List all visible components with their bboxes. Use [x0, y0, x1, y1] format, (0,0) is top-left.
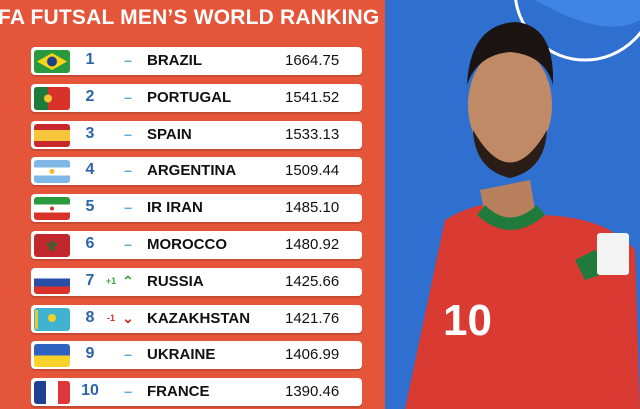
rank-number: 4	[85, 161, 95, 179]
country-name: RUSSIA	[147, 272, 204, 290]
rank-number: 3	[85, 124, 95, 142]
country-name: MOROCCO	[147, 236, 227, 253]
points: 1541.52	[285, 88, 340, 106]
rank-number: 5	[85, 198, 95, 216]
rank-change: -1	[106, 312, 115, 323]
flag-portugal-icon	[34, 86, 70, 110]
ranking-row: 10 – FRANCE 1390.46	[31, 378, 362, 407]
rank-number: 8	[85, 308, 95, 326]
points: 1509.44	[285, 162, 340, 180]
movement-up-icon: ⌃	[122, 272, 134, 289]
rank-number: 2	[85, 87, 95, 105]
country-name: KAZAKHSTAN	[147, 309, 251, 327]
points: 1425.66	[285, 272, 340, 290]
movement-down-icon: ⌄	[122, 309, 134, 326]
movement-same-icon: –	[124, 199, 132, 216]
movement-same-icon: –	[124, 383, 132, 400]
country-name: UKRAINE	[147, 346, 216, 364]
points: 1421.76	[285, 309, 340, 327]
rank-change: +1	[105, 275, 117, 286]
country-name: SPAIN	[147, 125, 192, 143]
movement-same-icon: –	[124, 236, 132, 252]
points: 1485.10	[285, 199, 340, 217]
flag-ukraine-icon	[34, 344, 70, 368]
flag-argentina-icon	[34, 160, 70, 184]
movement-same-icon: –	[124, 88, 132, 105]
flag-brazil-icon	[34, 50, 70, 73]
country-name: BRAZIL	[147, 52, 202, 69]
rank-number: 7	[85, 271, 95, 289]
rank-number: 1	[85, 51, 95, 68]
flag-morocco-icon	[34, 234, 70, 257]
movement-same-icon: –	[124, 52, 132, 68]
ranking-row: 7 +1 ⌃ RUSSIA 1425.66	[31, 267, 362, 296]
player-photo: 10	[385, 0, 640, 409]
ranking-row: 3 – SPAIN 1533.13	[31, 120, 362, 149]
flag-kazakhstan-icon	[34, 307, 70, 331]
rank-number: 6	[85, 235, 95, 252]
svg-text:10: 10	[443, 296, 492, 345]
movement-same-icon: –	[124, 125, 132, 142]
ranking-row: 2 – PORTUGAL 1541.52	[31, 83, 362, 112]
ranking-row: 6 – MOROCCO 1480.92	[31, 231, 362, 259]
movement-same-icon: –	[124, 346, 132, 363]
flag-spain-icon	[34, 123, 70, 147]
flag-iran-icon	[34, 197, 70, 221]
flag-france-icon	[34, 381, 70, 405]
points: 1390.46	[285, 383, 340, 401]
rank-number: 10	[81, 382, 99, 400]
movement-same-icon: –	[124, 162, 132, 179]
country-name: IR IRAN	[147, 199, 203, 217]
page-title: FA FUTSAL MEN’S WORLD RANKING	[0, 6, 380, 29]
country-name: FRANCE	[147, 383, 210, 401]
ranking-row: 9 – UKRAINE 1406.99	[31, 341, 362, 370]
ranking-row: 1 – BRAZIL 1664.75	[31, 47, 362, 75]
points: 1664.75	[285, 52, 340, 69]
points: 1533.13	[285, 125, 340, 143]
points: 1480.92	[285, 236, 340, 253]
country-name: PORTUGAL	[147, 88, 232, 106]
country-name: ARGENTINA	[147, 162, 237, 180]
flag-russia-icon	[34, 270, 70, 294]
points: 1406.99	[285, 346, 340, 364]
ranking-row: 8 -1 ⌄ KAZAKHSTAN 1421.76	[31, 304, 362, 333]
ranking-row: 5 – IR IRAN 1485.10	[31, 194, 362, 223]
rank-number: 9	[85, 345, 95, 363]
ranking-row: 4 – ARGENTINA 1509.44	[31, 157, 362, 186]
